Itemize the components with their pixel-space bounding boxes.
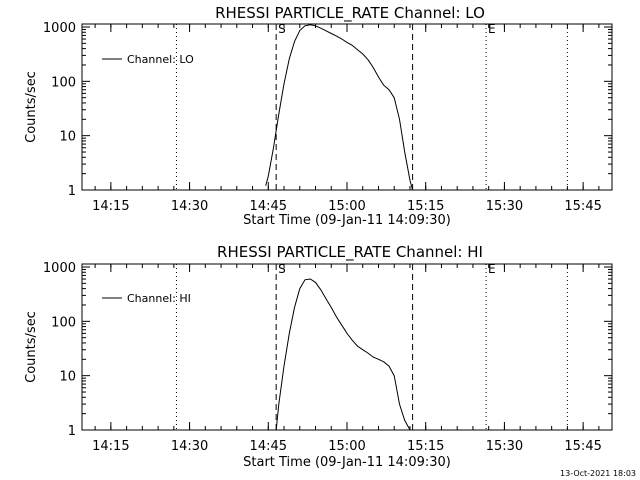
x-tick-label: 15:15 <box>407 439 444 454</box>
series-line <box>265 24 414 191</box>
axis-ticks <box>82 264 612 431</box>
y-tick-label: 10 <box>59 370 76 385</box>
x-tick-labels: 14:15 14:30 14:45 15:00 15:15 15:30 15:45 <box>92 439 602 454</box>
plot-frame <box>81 263 613 431</box>
y-tick-label: 1000 <box>43 21 76 36</box>
y-axis-label: Counts/sec <box>24 311 39 383</box>
x-tick-label: 14:15 <box>92 439 129 454</box>
x-tick-label: 15:00 <box>328 199 365 214</box>
x-tick-label: 15:15 <box>407 199 444 214</box>
x-tick-label: 14:15 <box>92 199 129 214</box>
x-tick-label: 15:45 <box>564 439 601 454</box>
marker-label: S <box>278 262 286 276</box>
x-tick-label: 14:30 <box>171 199 208 214</box>
x-tick-label: 15:30 <box>486 199 523 214</box>
x-tick-label: 15:00 <box>328 439 365 454</box>
x-tick-label: 15:30 <box>486 439 523 454</box>
chart-title: RHESSI PARTICLE_RATE Channel: LO <box>215 4 485 23</box>
x-tick-label: 14:45 <box>250 199 287 214</box>
chart-title: RHESSI PARTICLE_RATE Channel: HI <box>217 243 483 262</box>
legend: Channel: LO <box>102 53 194 66</box>
series-line <box>275 278 413 431</box>
x-tick-label: 14:30 <box>171 439 208 454</box>
marker-label: E <box>488 22 496 36</box>
y-tick-label: 10 <box>59 130 76 145</box>
footer-timestamp: 13-Oct-2021 18:03 <box>560 469 636 478</box>
y-axis-label: Counts/sec <box>24 71 39 143</box>
y-tick-label: 1000 <box>43 261 76 276</box>
legend-label: Channel: HI <box>127 292 191 305</box>
y-tick-label: 100 <box>51 315 76 330</box>
axis-ticks <box>82 24 612 191</box>
chart-panel-lo: RHESSI PARTICLE_RATE Channel: LO 1101001… <box>24 4 613 228</box>
chart-panel-hi: RHESSI PARTICLE_RATE Channel: HI 1101001… <box>24 243 613 470</box>
x-axis-label: Start Time (09-Jan-11 14:09:30) <box>243 213 451 228</box>
legend: Channel: HI <box>102 292 191 305</box>
y-tick-label: 1 <box>68 184 76 199</box>
x-tick-label: 14:45 <box>250 439 287 454</box>
marker-label: E <box>488 262 496 276</box>
y-tick-labels: 1 10 100 1000 <box>43 261 76 439</box>
y-tick-label: 100 <box>51 75 76 90</box>
x-tick-labels: 14:15 14:30 14:45 15:00 15:15 15:30 15:45 <box>92 199 602 214</box>
data-series <box>275 278 413 431</box>
x-tick-label: 15:45 <box>564 199 601 214</box>
y-tick-label: 1 <box>68 424 76 439</box>
x-axis-label: Start Time (09-Jan-11 14:09:30) <box>243 455 451 470</box>
y-tick-labels: 1 10 100 1000 <box>43 21 76 199</box>
plot-frame <box>81 23 613 191</box>
legend-label: Channel: LO <box>127 53 194 66</box>
data-series <box>265 24 414 191</box>
marker-label: S <box>278 22 286 36</box>
